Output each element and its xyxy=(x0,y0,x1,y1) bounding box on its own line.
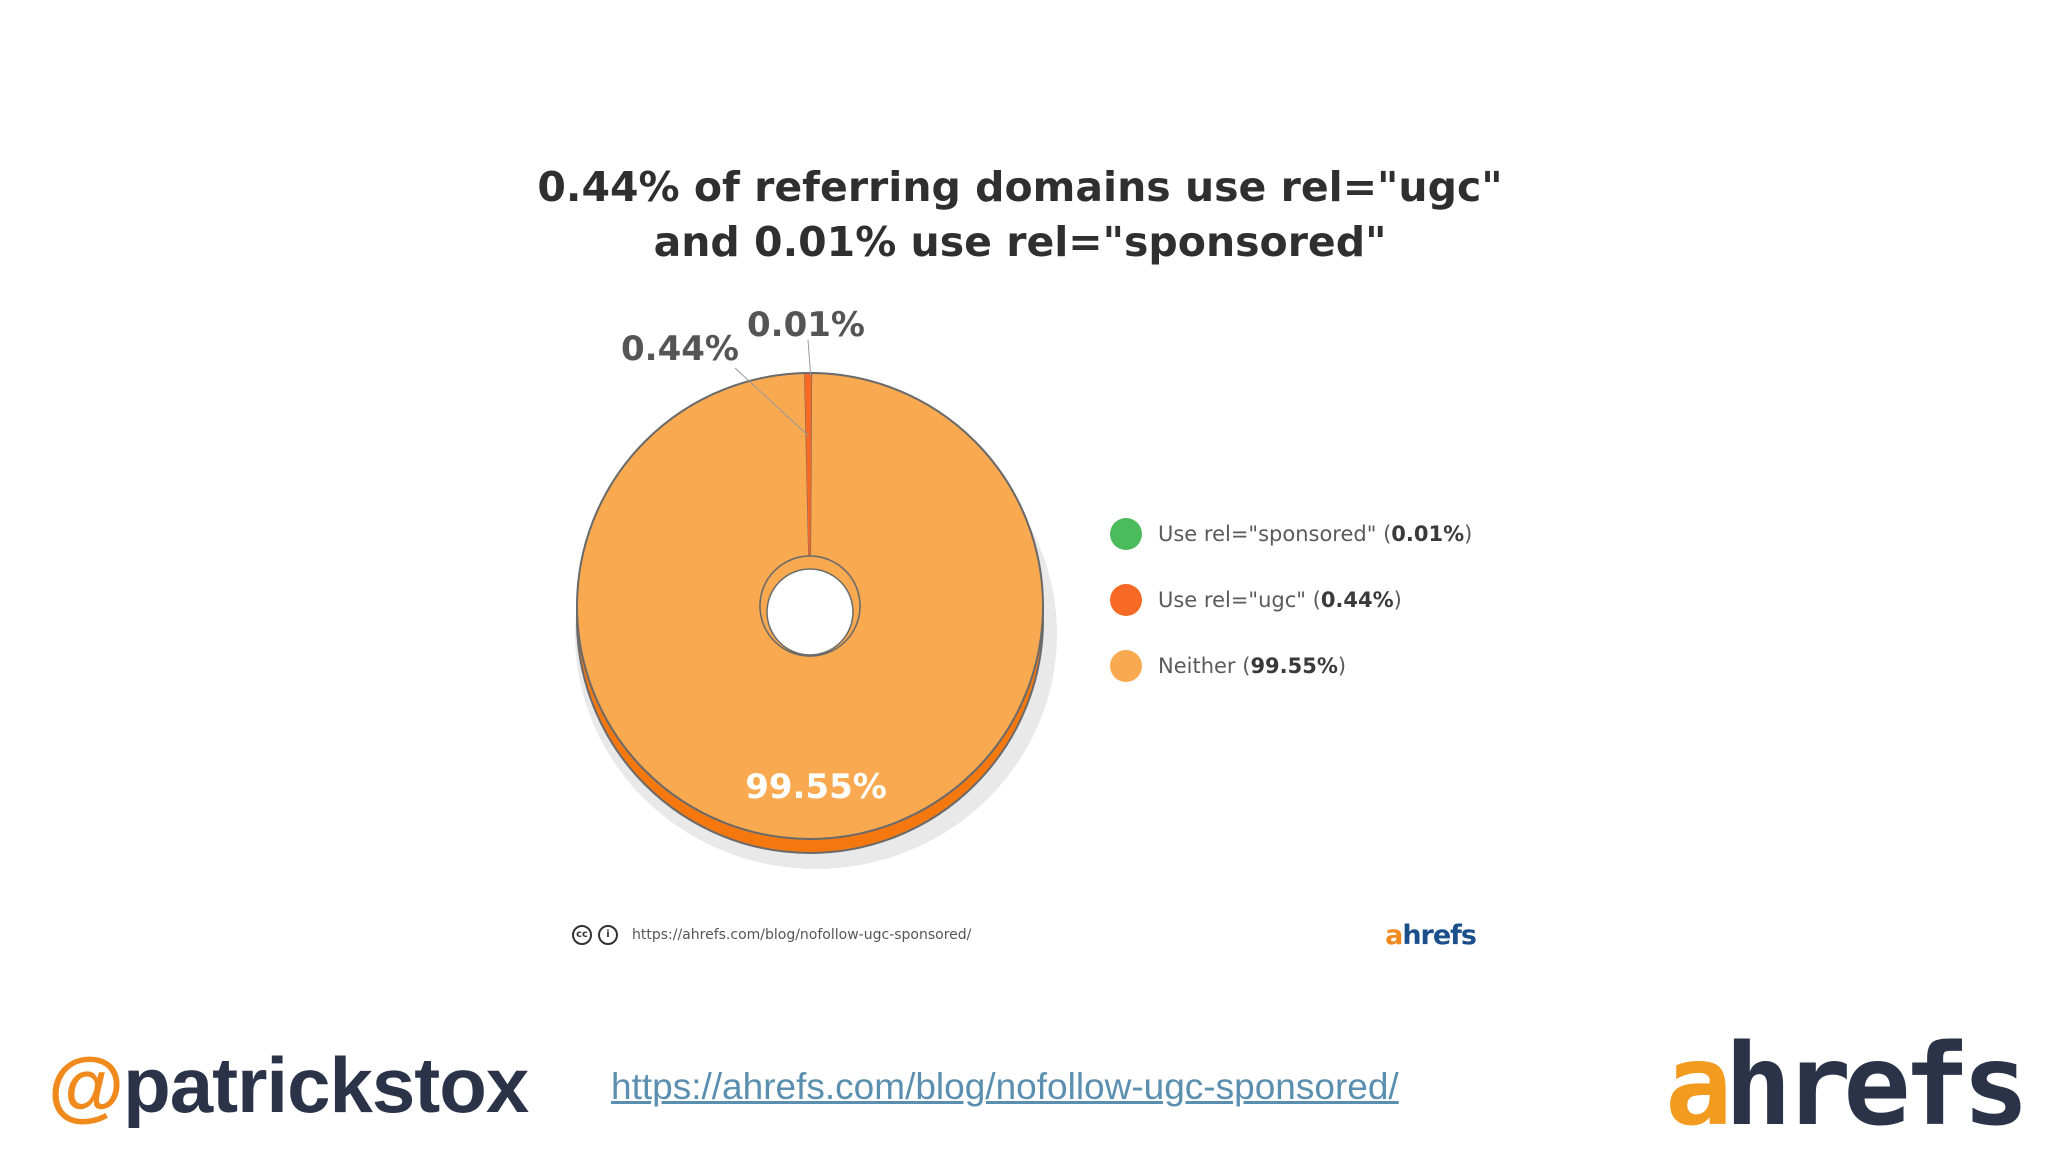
attribution-icon: i xyxy=(598,925,618,945)
leader-line-sponsored xyxy=(807,339,812,377)
chart-title-line-1: 0.44% of referring domains use rel="ugc" xyxy=(537,163,1503,211)
chart-legend: Use rel="sponsored" (0.01%) Use rel="ugc… xyxy=(1110,518,1472,716)
twitter-handle: @patrickstox xyxy=(48,1040,529,1131)
chart-ahrefs-logo: ahrefs xyxy=(1385,920,1477,951)
legend-item-neither: Neither (99.55%) xyxy=(1110,650,1472,682)
legend-swatch-ugc xyxy=(1110,584,1142,616)
data-label-neither: 99.55% xyxy=(745,767,887,807)
chart-title-line-2: and 0.01% use rel="sponsored" xyxy=(653,218,1387,266)
legend-item-ugc: Use rel="ugc" (0.44%) xyxy=(1110,584,1472,616)
handle-at: @ xyxy=(48,1041,124,1129)
legend-label-ugc: Use rel="ugc" (0.44%) xyxy=(1158,588,1402,612)
leader-line-ugc xyxy=(734,367,809,437)
legend-item-sponsored: Use rel="sponsored" (0.01%) xyxy=(1110,518,1472,550)
legend-swatch-neither xyxy=(1110,650,1142,682)
donut-hole xyxy=(766,568,854,656)
legend-label-neither: Neither (99.55%) xyxy=(1158,654,1347,678)
legend-label-sponsored: Use rel="sponsored" (0.01%) xyxy=(1158,522,1473,546)
credit-url[interactable]: https://ahrefs.com/blog/nofollow-ugc-spo… xyxy=(632,927,972,943)
legend-swatch-sponsored xyxy=(1110,518,1142,550)
chart-credit: cc i https://ahrefs.com/blog/nofollow-ug… xyxy=(572,925,971,945)
data-label-ugc: 0.44% xyxy=(621,329,739,369)
handle-name: patrickstox xyxy=(123,1041,529,1129)
chart-title: 0.44% of referring domains use rel="ugc"… xyxy=(520,160,1520,270)
data-label-sponsored: 0.01% xyxy=(747,305,865,345)
article-link[interactable]: https://ahrefs.com/blog/nofollow-ugc-spo… xyxy=(611,1066,1399,1107)
ahrefs-logo: ahrefs xyxy=(1665,1021,2030,1151)
creative-commons-icon: cc xyxy=(572,925,592,945)
